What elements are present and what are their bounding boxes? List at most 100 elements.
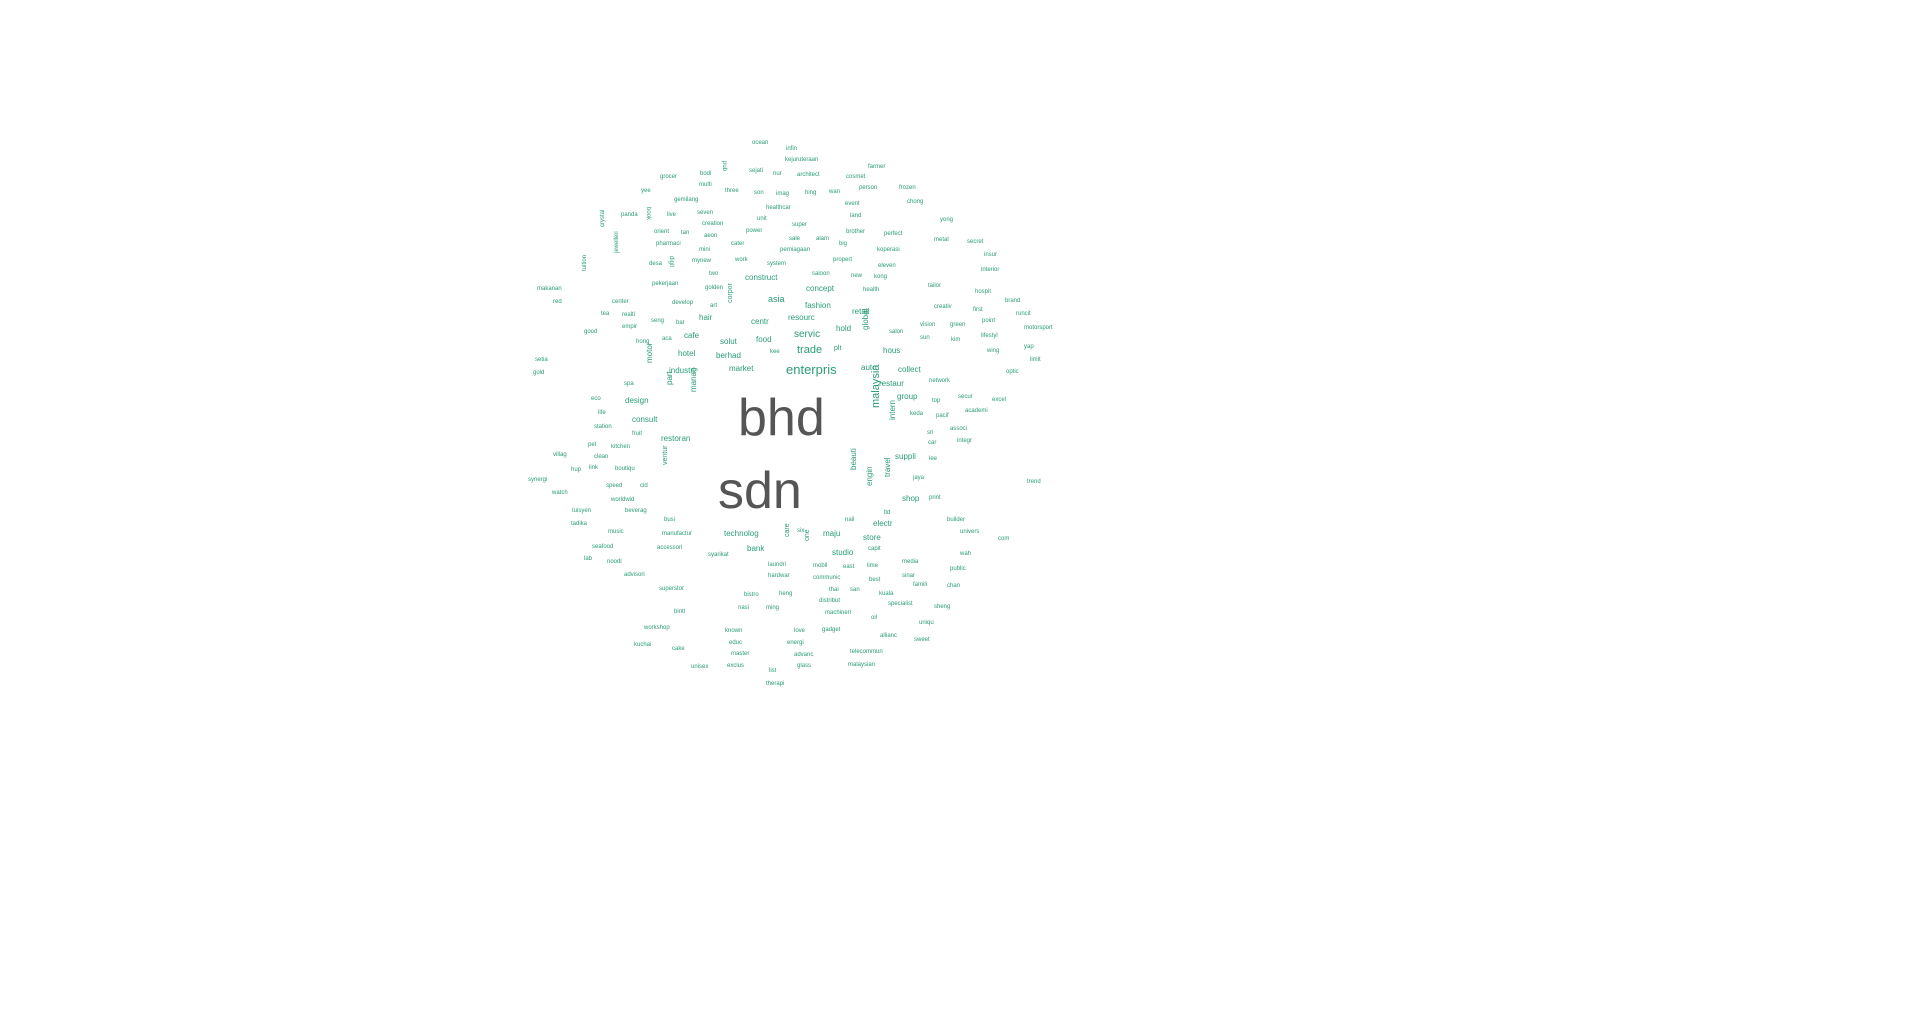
- word-son: son: [754, 190, 764, 196]
- word-unit: unit: [757, 216, 767, 222]
- word-eco: eco: [591, 396, 601, 402]
- word-top: top: [932, 398, 941, 404]
- word-tadika: tadika: [571, 521, 588, 527]
- word-com: com: [998, 536, 1010, 542]
- word-jewelleri: jewelleri: [614, 231, 620, 253]
- word-capit: capit: [868, 546, 881, 552]
- word-book: book: [645, 207, 651, 221]
- word-super: super: [792, 222, 808, 228]
- word-metal: metal: [934, 237, 949, 243]
- word-hong: hong: [636, 339, 650, 345]
- word-power: power: [746, 228, 763, 234]
- word-sweet: sweet: [914, 637, 930, 643]
- word-concept: concept: [806, 284, 835, 293]
- word-sejati: sejati: [749, 168, 764, 174]
- word-infin: infin: [786, 146, 798, 152]
- word-glass: glass: [797, 663, 812, 669]
- word-energi: energi: [787, 640, 804, 646]
- word-ocean: ocean: [752, 140, 769, 146]
- word-san: san: [850, 587, 860, 593]
- word-restoran: restoran: [661, 434, 691, 443]
- word-saloon: saloon: [812, 271, 830, 277]
- word-six: six: [797, 528, 805, 534]
- word-work: work: [735, 257, 748, 263]
- word-system: system: [767, 261, 787, 267]
- word-travel: travel: [883, 457, 892, 477]
- word-frozen: frozen: [899, 185, 916, 191]
- word-setia: setia: [535, 357, 548, 363]
- word-design: design: [625, 396, 649, 405]
- word-thai: thai: [829, 587, 839, 593]
- word-heng: heng: [779, 591, 793, 597]
- word-hup: hup: [571, 467, 582, 473]
- word-oil: oil: [871, 615, 878, 621]
- word-group: group: [897, 392, 918, 401]
- word-noodl: noodl: [607, 559, 622, 565]
- word-wing: wing: [987, 348, 1000, 354]
- word-cosmet: cosmet: [846, 174, 866, 180]
- word-engin: engin: [865, 466, 874, 486]
- word-salon: salon: [889, 329, 904, 335]
- word-electr: electr: [873, 519, 893, 528]
- word-music: music: [608, 529, 624, 535]
- word-orient: orient: [654, 229, 670, 235]
- word-laundri: laundri: [768, 562, 787, 568]
- word-creativ: creativ: [934, 304, 952, 310]
- word-motor: motor: [645, 342, 654, 363]
- word-brother: brother: [846, 229, 866, 235]
- word-seven: seven: [697, 210, 714, 216]
- word-trade: trade: [797, 344, 823, 356]
- word-corpor: corpor: [727, 283, 734, 303]
- word-lee: lee: [929, 456, 938, 462]
- word-hous: hous: [883, 346, 901, 355]
- word-lab: lab: [584, 556, 593, 562]
- word-insur: insur: [984, 252, 998, 258]
- word-therapi: therapi: [766, 681, 785, 687]
- word-worldwid: worldwid: [611, 497, 635, 503]
- word-villag: villag: [553, 452, 567, 458]
- word-optic: optic: [1006, 369, 1019, 375]
- word-sheng: sheng: [934, 604, 951, 610]
- word-pet: pet: [588, 442, 597, 448]
- word-gemilang: gemilang: [674, 197, 699, 203]
- word-bar: bar: [676, 320, 685, 326]
- word-kuchai: kuchai: [634, 642, 652, 648]
- word-speed: speed: [606, 483, 623, 489]
- word-integr: integr: [957, 438, 973, 444]
- word-allianc: allianc: [880, 633, 898, 639]
- word-technolog: technolog: [724, 529, 759, 538]
- word-chan: chan: [947, 583, 961, 589]
- word-lime: lime: [867, 563, 879, 569]
- word-bistro: bistro: [744, 592, 759, 598]
- word-educ: educ: [729, 640, 743, 646]
- word-manufactur: manufactur: [662, 531, 693, 537]
- word-hardwar: hardwar: [768, 573, 790, 579]
- word-jaya: jaya: [913, 475, 925, 481]
- word-tuisyen: tuisyen: [572, 508, 592, 514]
- word-spa: spa: [624, 381, 634, 387]
- word-first: first: [973, 307, 983, 313]
- word-master: master: [731, 651, 750, 657]
- word-trend: trend: [1027, 479, 1041, 485]
- word-desa: desa: [649, 261, 663, 267]
- word-panda: panda: [621, 212, 638, 218]
- word-yee: yee: [641, 188, 651, 194]
- word-sri: sri: [927, 430, 934, 436]
- word-digit: digit: [668, 256, 674, 268]
- word-tan: tan: [681, 230, 690, 236]
- word-shop: shop: [902, 494, 920, 503]
- word-network: network: [929, 378, 951, 384]
- word-sun: sun: [920, 335, 930, 341]
- word-develop: develop: [672, 300, 694, 306]
- word-academi: academi: [965, 408, 988, 414]
- word-koperasi: koperasi: [877, 247, 900, 253]
- word-machineri: machineri: [825, 610, 852, 616]
- word-land: land: [850, 213, 862, 219]
- word-architect: architect: [797, 172, 820, 178]
- word-retail: retail: [852, 307, 870, 316]
- word-solut: solut: [720, 337, 737, 346]
- word-part: part: [665, 371, 674, 385]
- word-seafood: seafood: [592, 544, 614, 550]
- word-construct: construct: [745, 273, 778, 282]
- word-hospit: hospit: [975, 289, 992, 295]
